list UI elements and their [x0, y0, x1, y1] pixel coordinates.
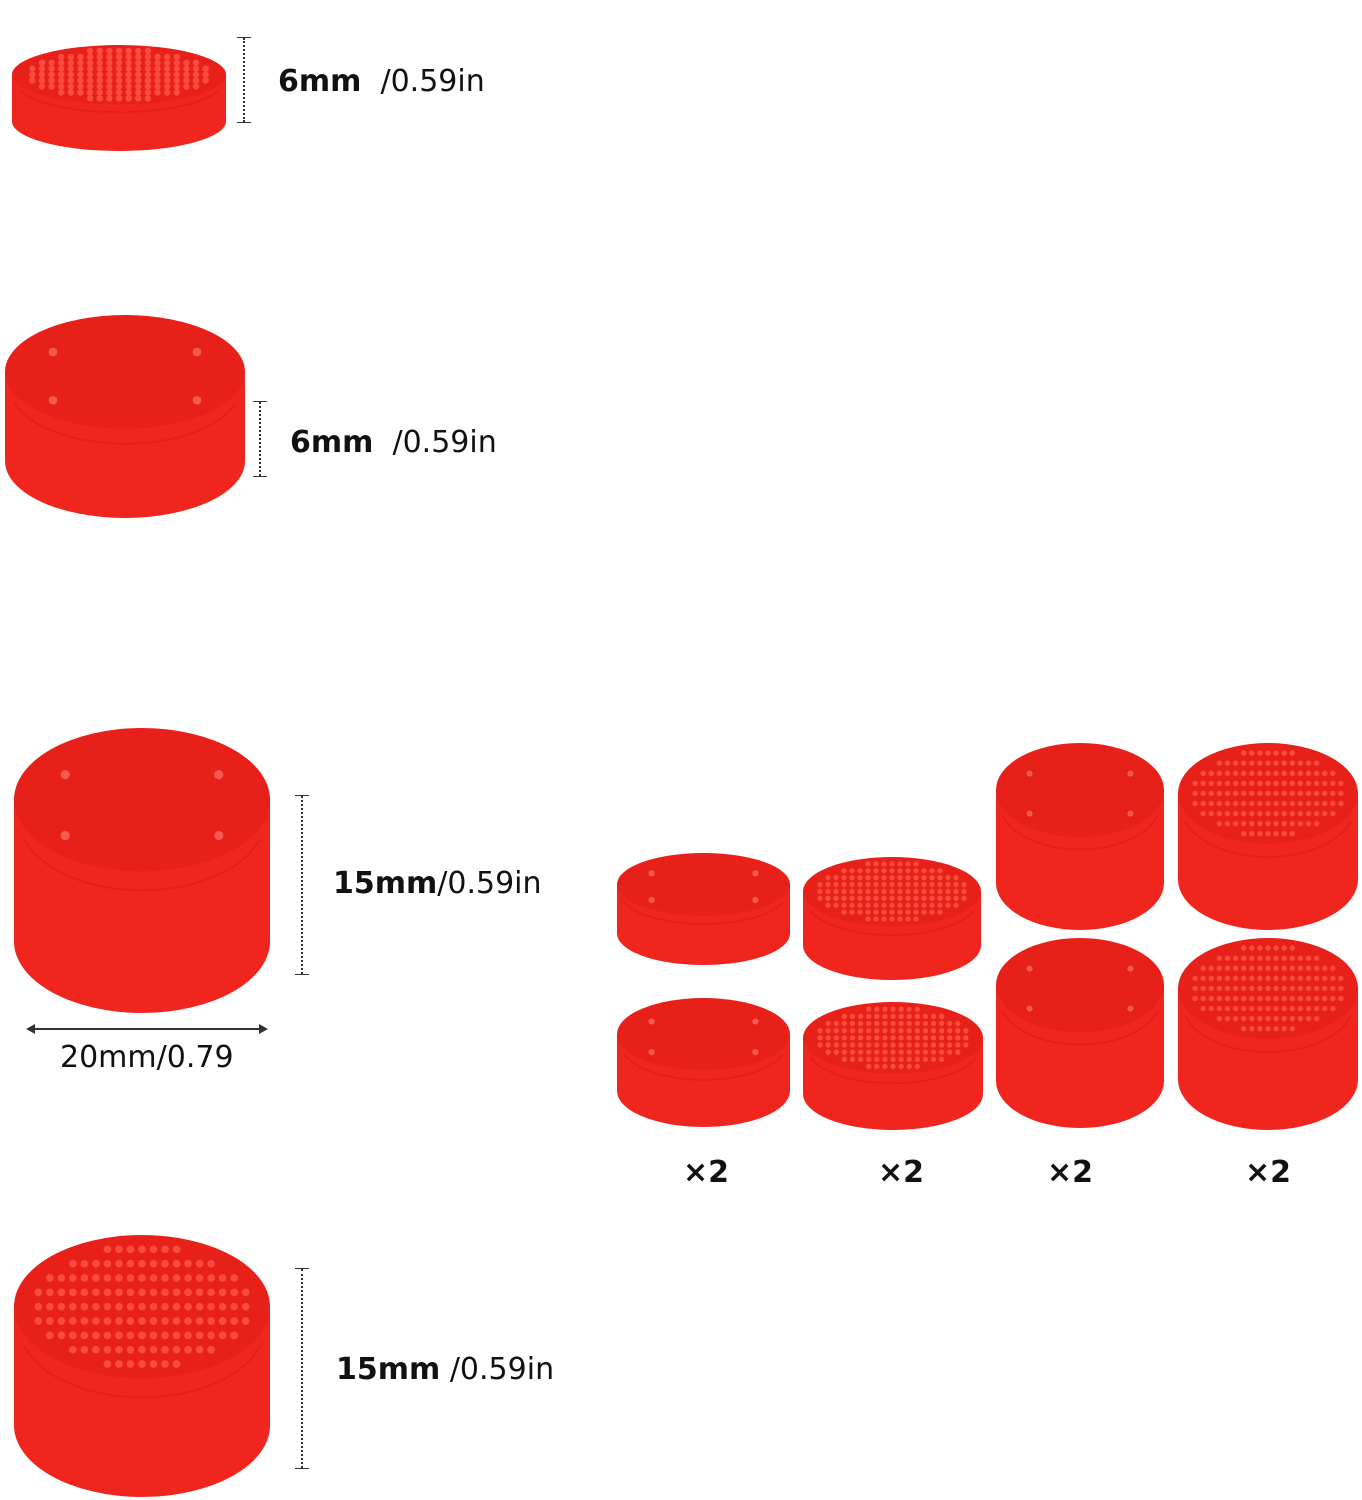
cap-shape [5, 315, 245, 518]
cap-shape [1178, 938, 1358, 1130]
cap-shape [996, 743, 1164, 930]
height-dimension-line [295, 795, 309, 975]
height-dimension-line [253, 401, 267, 477]
size-mm: 6mm [278, 64, 362, 99]
quantity-label: ×2 [683, 1155, 730, 1190]
cap-shape [14, 728, 270, 1013]
quantity-label: ×2 [878, 1155, 925, 1190]
dimension-label-2: 6mm /0.59in [290, 425, 497, 460]
tall-textured-cap [14, 1235, 270, 1497]
width-label: 20mm/0.79 [60, 1040, 234, 1075]
tall-plain-cap [14, 728, 270, 1013]
cap-shape [1178, 743, 1358, 930]
dimension-label-1: 6mm /0.59in [278, 64, 485, 99]
cap-shape [803, 1002, 983, 1130]
set-tall-plain-cap [996, 743, 1164, 930]
quantity-label: ×2 [1245, 1155, 1292, 1190]
set-tall-textured-cap [1178, 743, 1358, 930]
cap-shape [617, 853, 790, 965]
cap-shape [996, 938, 1164, 1128]
set-short-textured-cap [803, 1002, 983, 1130]
set-short-textured-cap [803, 857, 981, 980]
short-textured-cap [12, 45, 226, 151]
size-in: /0.59in [392, 425, 497, 460]
size-mm: 15mm [333, 866, 438, 901]
size-mm: 6mm [290, 425, 374, 460]
short-plain-cap [5, 315, 245, 518]
height-dimension-line [295, 1268, 309, 1469]
set-tall-textured-cap [1178, 938, 1358, 1130]
size-mm: 15mm [336, 1352, 441, 1387]
width-dimension-arrow [26, 1024, 268, 1034]
size-in: /0.59in [449, 1352, 555, 1387]
cap-shape [617, 998, 790, 1127]
dimension-label-3: 15mm/0.59in [333, 866, 542, 901]
set-short-plain-cap [617, 998, 790, 1127]
dimension-label-4: 15mm /0.59in [336, 1352, 554, 1387]
set-tall-plain-cap [996, 938, 1164, 1128]
cap-shape [12, 45, 226, 151]
size-in: /0.59in [437, 866, 542, 901]
height-dimension-line [237, 37, 251, 123]
cap-shape [803, 857, 981, 980]
quantity-label: ×2 [1047, 1155, 1094, 1190]
cap-shape [14, 1235, 270, 1497]
size-in: /0.59in [380, 64, 485, 99]
set-short-plain-cap [617, 853, 790, 965]
